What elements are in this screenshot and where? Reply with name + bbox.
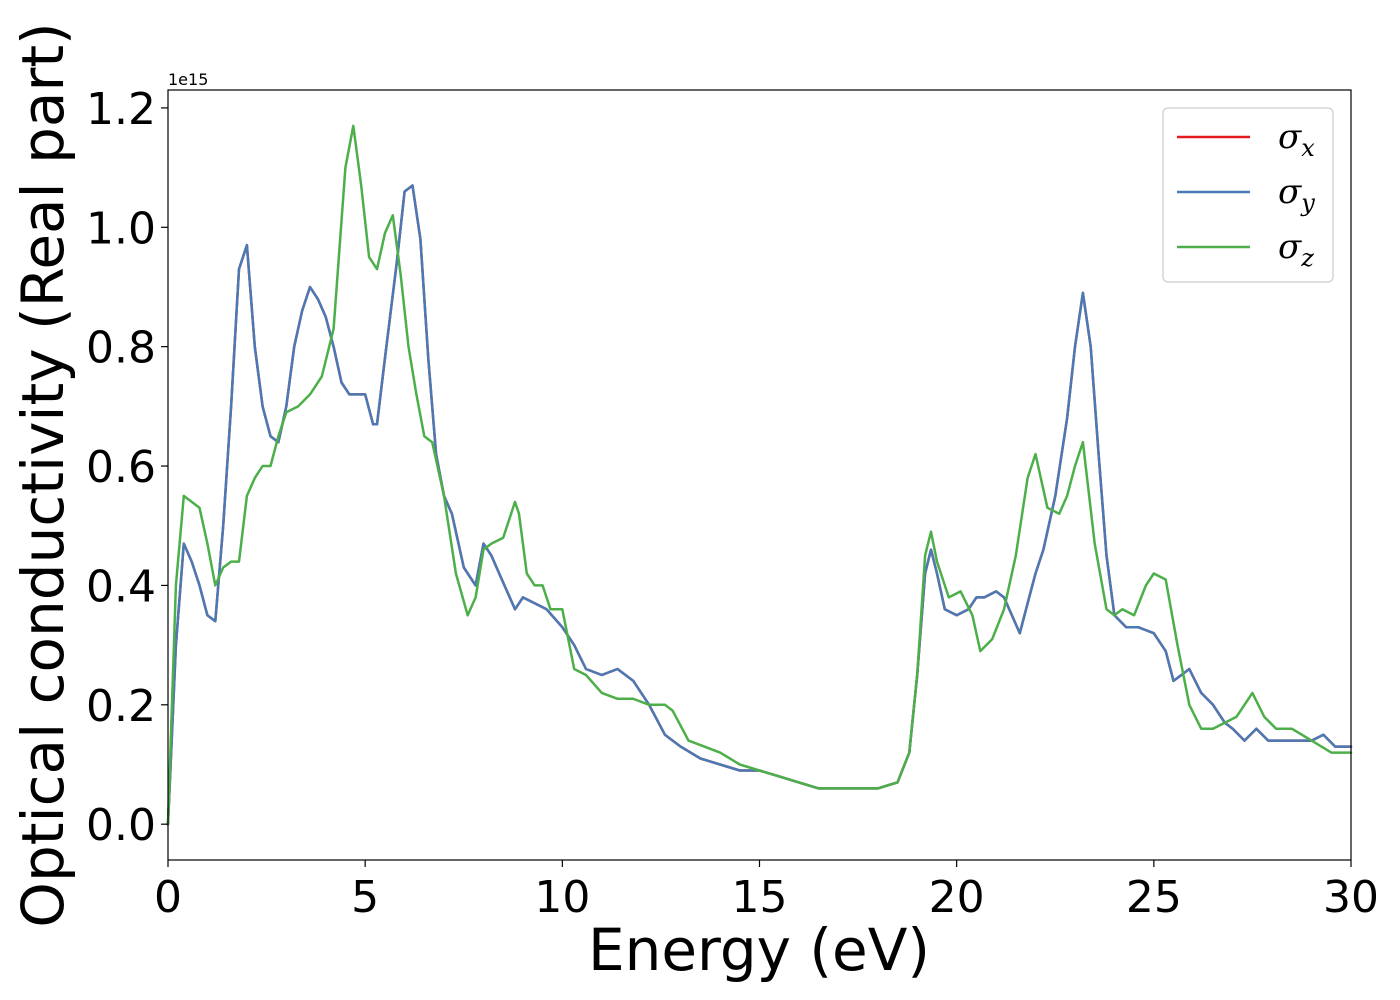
legend: σx σy σz <box>1162 107 1334 283</box>
y-axis-ticks: 0.0 0.2 0.4 0.6 0.8 1.0 1.2 <box>86 84 168 851</box>
series-layer <box>166 124 1353 826</box>
legend-label-z: σz <box>1278 227 1314 272</box>
y-tick-label: 1.2 <box>86 84 156 135</box>
x-axis-ticks: 0 5 10 15 20 25 30 <box>154 860 1379 923</box>
x-tick-label: 0 <box>154 872 182 923</box>
y-tick-label: 0.0 <box>86 800 156 851</box>
x-tick-label: 25 <box>1126 872 1182 923</box>
x-axis-label: Energy (eV) <box>588 916 930 984</box>
series-line-y <box>166 184 1353 826</box>
x-tick-label: 15 <box>732 872 788 923</box>
y-tick-label: 0.6 <box>86 442 156 493</box>
x-tick-label: 5 <box>351 872 379 923</box>
y-tick-label: 0.2 <box>86 681 156 732</box>
x-tick-label: 30 <box>1323 872 1379 923</box>
y-axis-label: Optical conductivity (Real part) <box>9 22 77 927</box>
y-tick-label: 0.4 <box>86 561 156 612</box>
x-tick-label: 10 <box>534 872 590 923</box>
y-tick-label: 0.8 <box>86 323 156 374</box>
x-tick-label: 20 <box>929 872 985 923</box>
y-offset-label: 1e15 <box>168 70 208 89</box>
legend-label-x: σx <box>1278 117 1315 162</box>
legend-label-y: σy <box>1278 172 1315 217</box>
y-tick-label: 1.0 <box>86 203 156 254</box>
legend-box <box>1162 107 1334 283</box>
series-line-z <box>166 124 1353 826</box>
